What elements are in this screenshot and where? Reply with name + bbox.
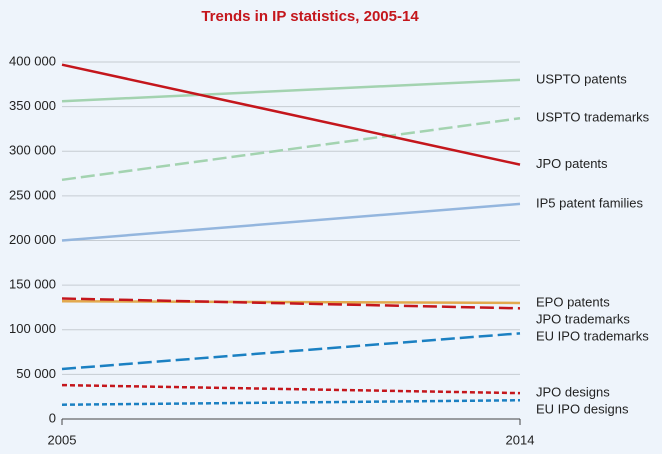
line: [61, 383, 521, 395]
legend-label: IP5 patent families: [536, 195, 643, 210]
chart-title: Trends in IP statistics, 2005-14: [201, 8, 419, 25]
y-tick-label: 350 000: [9, 98, 56, 113]
line: [61, 297, 521, 310]
legend-label: EU IPO trademarks: [536, 328, 649, 343]
y-tick-label: 200 000: [9, 232, 56, 247]
line: [61, 78, 521, 103]
y-tick-label: 100 000: [9, 321, 56, 336]
legend-label: JPO designs: [536, 385, 610, 400]
y-tick-label: 50 000: [16, 366, 56, 381]
y-tick-label: 150 000: [9, 277, 56, 292]
legend-label: USPTO trademarks: [536, 110, 650, 125]
legend-label: EPO patents: [536, 294, 610, 309]
y-tick-label: 300 000: [9, 143, 56, 158]
y-tick-label: 250 000: [9, 187, 56, 202]
line: [61, 332, 521, 371]
legend-label: EU IPO designs: [536, 402, 629, 417]
legend-label: JPO trademarks: [536, 311, 630, 326]
line: [61, 63, 521, 166]
legend-label: JPO patents: [536, 156, 608, 171]
x-tick-label: 2014: [506, 432, 535, 447]
line: [61, 299, 521, 305]
y-tick-label: 400 000: [9, 53, 56, 68]
x-tick-label: 2005: [48, 432, 77, 447]
line: [61, 202, 521, 242]
line: [61, 116, 521, 182]
line: [61, 399, 521, 406]
y-tick-label: 0: [49, 410, 56, 425]
legend-label: USPTO patents: [536, 71, 627, 86]
